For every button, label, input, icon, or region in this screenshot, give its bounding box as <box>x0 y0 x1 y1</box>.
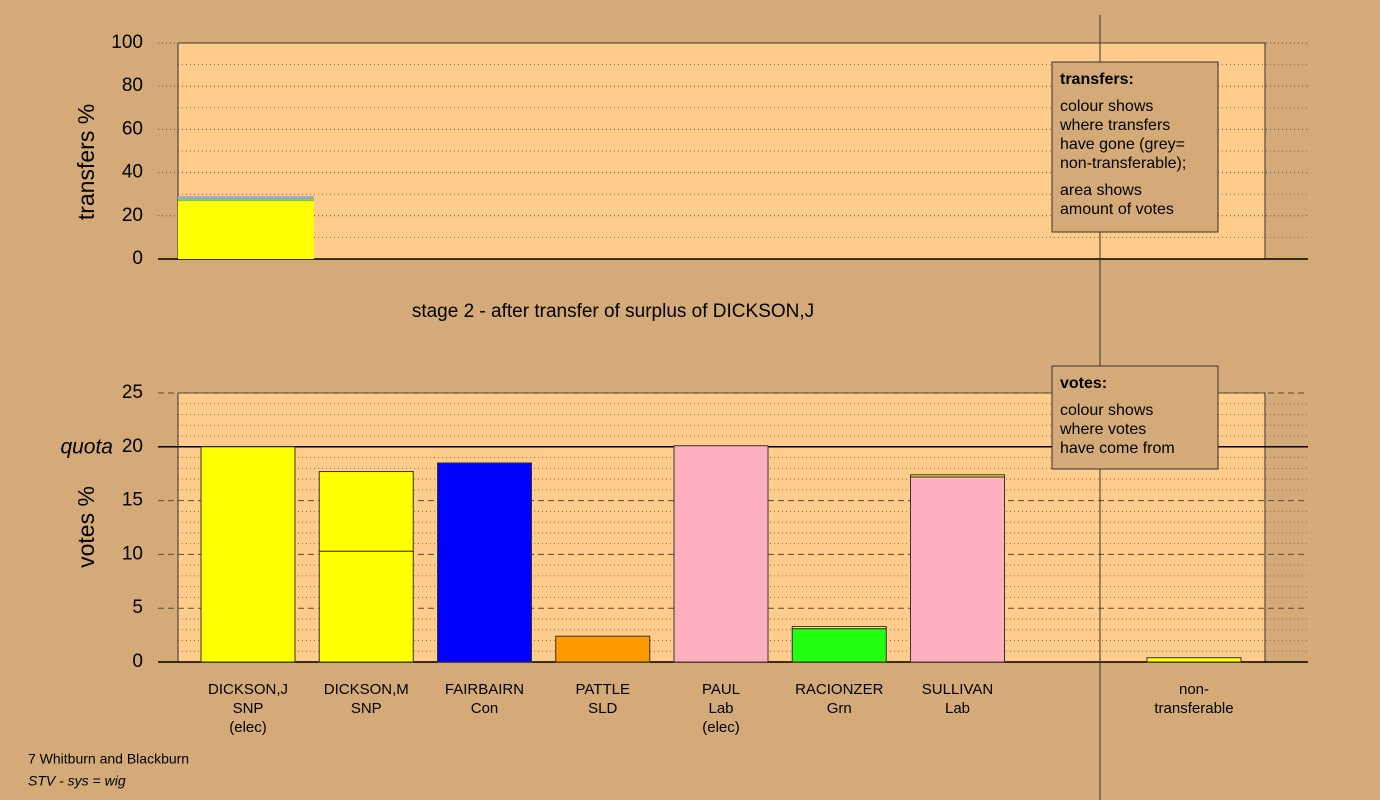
legend-text: have gone (grey= <box>1060 136 1185 153</box>
y-tick-label: 60 <box>122 118 143 139</box>
vote-segment <box>673 445 769 663</box>
transfer-segment <box>178 201 314 259</box>
y-tick-label: 20 <box>122 205 143 226</box>
y-axis-title: transfers % <box>73 104 99 220</box>
legend-box <box>1051 61 1219 233</box>
x-tick-label: Con <box>471 700 499 717</box>
x-tick-label: PATTLE <box>576 681 630 698</box>
vote-segment <box>910 474 1005 478</box>
x-tick-label: DICKSON,J <box>208 681 288 698</box>
y-tick-label: 80 <box>122 75 143 96</box>
legend-text: non-transferable); <box>1060 155 1186 172</box>
y-tick-label: 0 <box>132 651 143 672</box>
vote-segment <box>791 625 887 630</box>
y-axis-title: votes % <box>73 486 99 568</box>
legend-text: where transfers <box>1059 117 1170 134</box>
x-tick-label: Grn <box>827 700 852 717</box>
vote-segment <box>910 476 1005 663</box>
x-tick-label: PAUL <box>702 681 740 698</box>
x-tick-label: transferable <box>1154 700 1233 717</box>
vote-segment <box>437 462 532 663</box>
y-tick-label: 20 <box>122 436 143 457</box>
legend-text: amount of votes <box>1060 201 1174 218</box>
transfer-segment <box>178 196 314 200</box>
footer-system: STV - sys = wig <box>28 773 126 789</box>
x-tick-label: (elec) <box>702 719 740 736</box>
vote-segment <box>200 446 296 663</box>
x-tick-label: SULLIVAN <box>922 681 993 698</box>
x-tick-label: SLD <box>588 700 617 717</box>
x-tick-label: SNP <box>351 700 382 717</box>
vote-segment <box>318 550 414 663</box>
y-tick-label: 40 <box>122 162 143 183</box>
footer-area: 7 Whitburn and Blackburn <box>28 751 189 767</box>
legend-text: colour shows <box>1060 98 1153 115</box>
y-tick-label: 25 <box>122 382 143 403</box>
subtitle: stage 2 - after transfer of surplus of D… <box>412 301 814 322</box>
legend-box <box>1051 365 1219 470</box>
x-tick-label: non- <box>1179 681 1209 698</box>
y-tick-label: 10 <box>122 543 143 564</box>
x-tick-label: SNP <box>233 700 264 717</box>
x-tick-label: RACIONZER <box>795 681 884 698</box>
legend-title: transfers: <box>1060 71 1134 88</box>
legend-text: where votes <box>1059 421 1146 438</box>
vote-segment <box>791 628 887 663</box>
vote-segment <box>1146 657 1242 663</box>
y-tick-label: 100 <box>111 32 143 53</box>
legend-text: colour shows <box>1060 402 1153 419</box>
x-tick-label: FAIRBAIRN <box>445 681 524 698</box>
transfer-segment <box>178 199 314 202</box>
legend-text: area shows <box>1060 182 1142 199</box>
y-tick-label: 0 <box>132 248 143 269</box>
x-tick-label: DICKSON,M <box>324 681 409 698</box>
y-tick-label: 15 <box>122 490 143 511</box>
legend-text: have come from <box>1060 440 1175 457</box>
x-tick-label: (elec) <box>229 719 267 736</box>
quota-label: quota <box>60 435 113 458</box>
vote-segment <box>555 635 651 663</box>
x-tick-label: Lab <box>708 700 733 717</box>
x-tick-label: Lab <box>945 700 970 717</box>
y-tick-label: 5 <box>132 597 143 618</box>
legend-title: votes: <box>1060 375 1107 392</box>
vote-segment <box>318 471 414 552</box>
